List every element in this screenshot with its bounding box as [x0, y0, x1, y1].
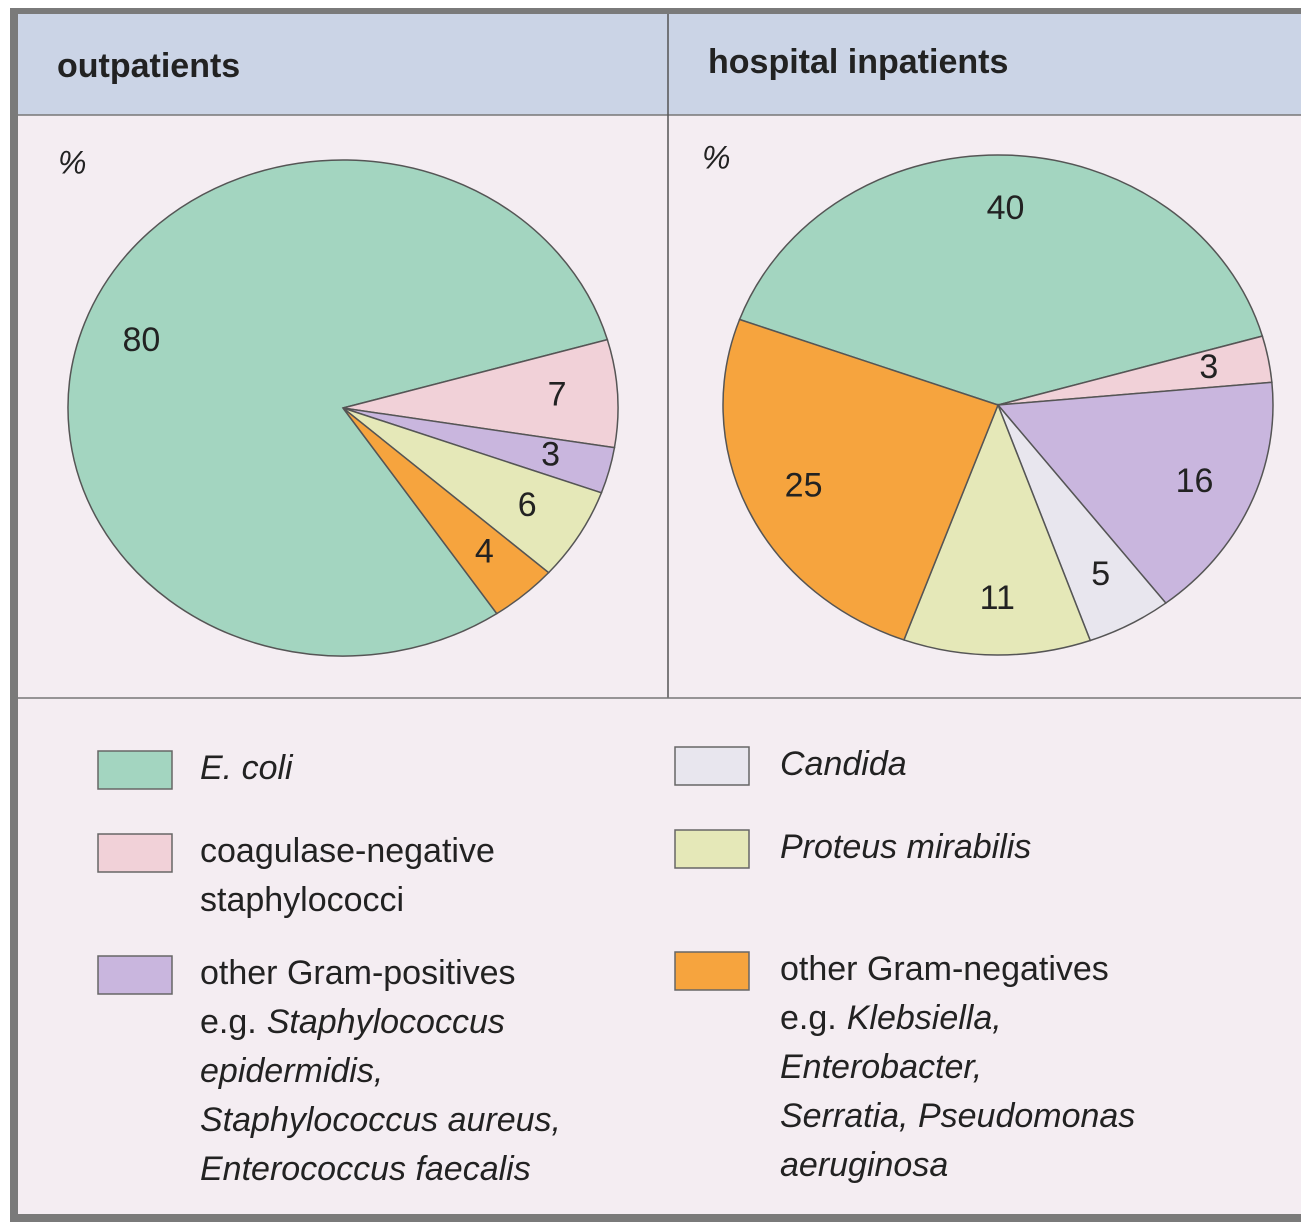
slice-label: 25 — [785, 466, 823, 504]
slice-label: 4 — [475, 533, 494, 571]
legend-text-part: Enterobacter, — [780, 1048, 982, 1086]
legend-text-part: Proteus mirabilis — [780, 828, 1031, 866]
legend-text: E. coli — [200, 749, 294, 787]
slice-label: 3 — [1199, 348, 1218, 386]
legend-text-part: coagulase-negative — [200, 832, 495, 870]
pie-slice — [722, 318, 999, 641]
legend-swatch — [674, 746, 750, 786]
header-band — [18, 14, 1301, 115]
legend-text: other Gram-positives — [200, 954, 516, 992]
pie-slice — [342, 338, 619, 449]
unit-label: % — [702, 139, 730, 175]
legend-text: Serratia, Pseudomonas — [780, 1097, 1135, 1135]
legend-text-part: E. coli — [200, 749, 294, 787]
pie-slice — [67, 159, 609, 657]
slice-label: 11 — [980, 579, 1015, 617]
slice-label: 6 — [518, 486, 537, 524]
legend-text-part: e.g. — [200, 1003, 257, 1041]
legend-swatch — [97, 833, 173, 873]
legend-swatch — [674, 951, 750, 991]
legend-text-part: Candida — [780, 745, 907, 783]
legend-text-part: Enterococcus faecalis — [200, 1150, 531, 1188]
legend-text-part: e.g. — [780, 999, 837, 1037]
pie-slice — [996, 381, 1274, 605]
slice-label: 16 — [1176, 462, 1214, 500]
slice-label: 40 — [987, 189, 1025, 227]
legend-text: Enterobacter, — [780, 1048, 982, 1086]
legend-text-part: Staphylococcus aureus, — [200, 1101, 561, 1139]
legend-text-part: epidermidis, — [200, 1052, 383, 1090]
slice-label: 7 — [548, 376, 567, 414]
legend-swatch — [97, 955, 173, 995]
legend-swatch — [97, 750, 173, 790]
legend-text-part: staphylococci — [200, 881, 404, 919]
unit-label: % — [58, 144, 86, 180]
chart-title: outpatients — [57, 47, 240, 85]
legend-text: aeruginosa — [780, 1146, 948, 1184]
legend-text: Proteus mirabilis — [780, 828, 1031, 866]
pie-slice — [902, 402, 1092, 656]
legend-text: e.g. Staphylococcus — [200, 1003, 505, 1041]
slice-label: 5 — [1091, 555, 1110, 593]
legend-text-part: Klebsiella, — [847, 999, 1002, 1037]
slice-label: 80 — [123, 321, 161, 359]
legend-text-part: Staphylococcus — [267, 1003, 505, 1041]
slice-label: 3 — [541, 436, 560, 474]
legend-text-part: Serratia, Pseudomonas — [780, 1097, 1135, 1135]
pie-slice — [738, 154, 1264, 406]
chart-title: hospital inpatients — [708, 43, 1008, 81]
legend-text: coagulase-negative — [200, 832, 495, 870]
legend-text-part: other Gram-positives — [200, 954, 516, 992]
legend-text-part: aeruginosa — [780, 1146, 948, 1184]
legend-text: e.g. Klebsiella, — [780, 999, 1002, 1037]
legend-text: staphylococci — [200, 881, 404, 919]
legend-swatch — [674, 829, 750, 869]
legend-text: other Gram-negatives — [780, 950, 1109, 988]
legend-text: Candida — [780, 745, 907, 783]
legend-text: epidermidis, — [200, 1052, 383, 1090]
legend-text: Staphylococcus aureus, — [200, 1101, 561, 1139]
legend-text-part: other Gram-negatives — [780, 950, 1109, 988]
pie-slice — [342, 407, 550, 615]
legend-text: Enterococcus faecalis — [200, 1150, 531, 1188]
